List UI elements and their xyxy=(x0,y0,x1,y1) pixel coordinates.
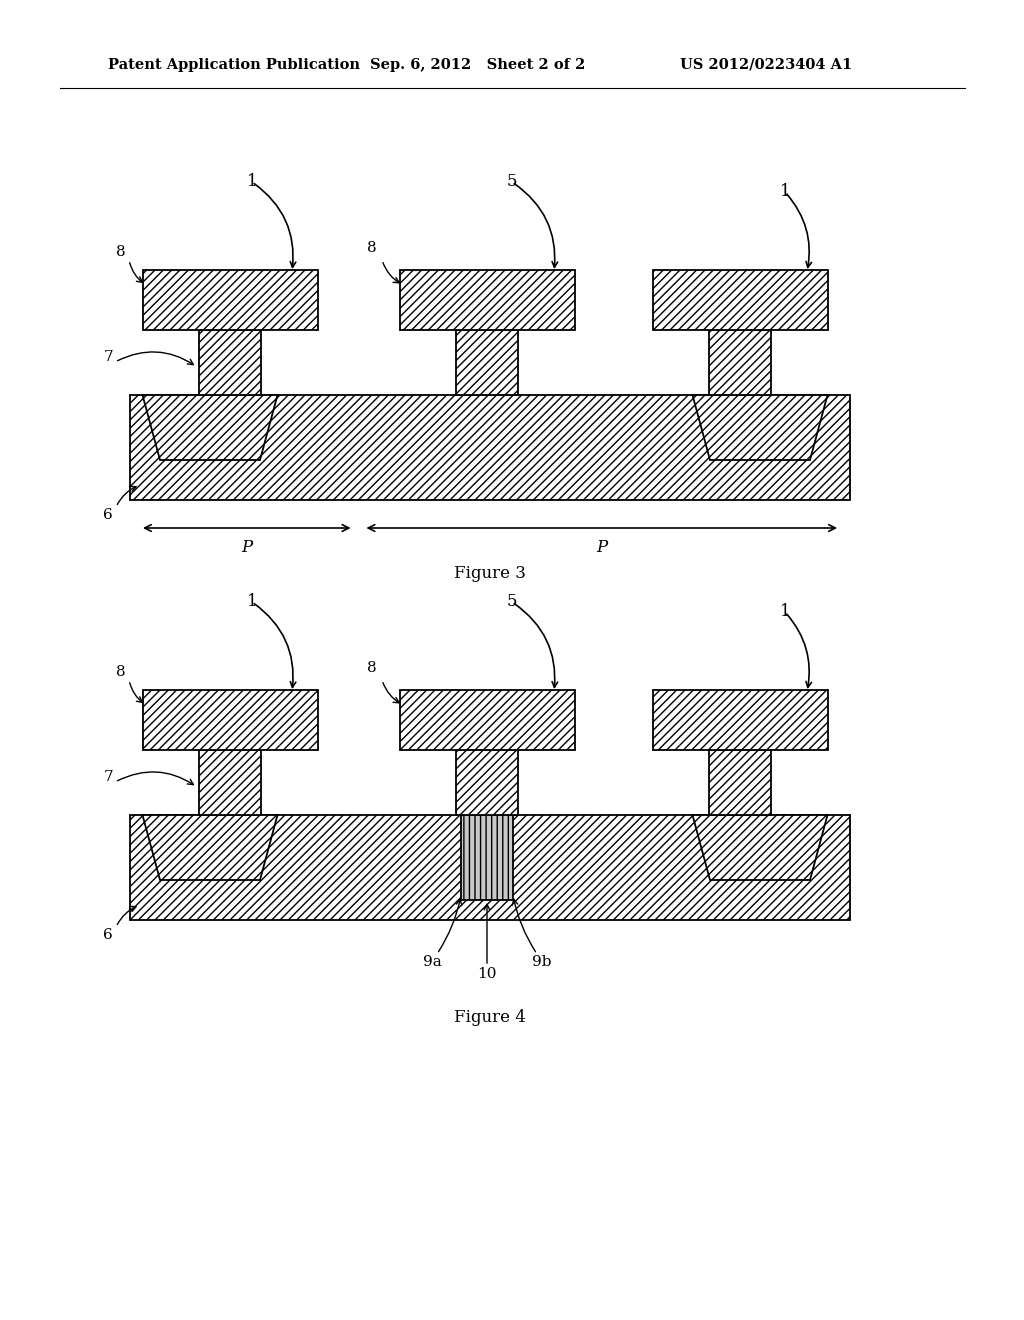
Polygon shape xyxy=(692,814,827,880)
Text: 6: 6 xyxy=(103,508,113,521)
Text: 1: 1 xyxy=(247,173,257,190)
Text: 1: 1 xyxy=(247,594,257,610)
Bar xyxy=(143,690,318,750)
Bar xyxy=(709,330,771,395)
Text: Patent Application Publication: Patent Application Publication xyxy=(108,58,360,73)
Text: US 2012/0223404 A1: US 2012/0223404 A1 xyxy=(680,58,852,73)
Text: 10: 10 xyxy=(477,968,497,981)
Text: Sep. 6, 2012   Sheet 2 of 2: Sep. 6, 2012 Sheet 2 of 2 xyxy=(370,58,586,73)
Text: 5: 5 xyxy=(507,173,517,190)
Text: 8: 8 xyxy=(116,246,126,259)
Text: 6: 6 xyxy=(103,928,113,942)
Text: 1: 1 xyxy=(779,183,791,201)
Bar xyxy=(400,271,575,330)
Bar xyxy=(709,750,771,814)
Text: P: P xyxy=(242,540,252,557)
Polygon shape xyxy=(692,395,827,459)
Bar xyxy=(456,750,518,814)
Text: 5: 5 xyxy=(507,594,517,610)
Bar xyxy=(130,814,850,920)
Text: Figure 3: Figure 3 xyxy=(454,565,526,582)
Bar xyxy=(653,690,828,750)
Text: 1: 1 xyxy=(779,603,791,620)
Polygon shape xyxy=(142,395,278,459)
Polygon shape xyxy=(142,814,278,880)
Text: 7: 7 xyxy=(103,770,113,784)
Text: 9a: 9a xyxy=(423,954,441,969)
Text: P: P xyxy=(596,540,607,557)
Text: 8: 8 xyxy=(368,661,377,675)
Bar xyxy=(456,330,518,395)
Bar xyxy=(143,271,318,330)
Bar xyxy=(400,690,575,750)
Text: 9b: 9b xyxy=(532,954,552,969)
Bar xyxy=(130,395,850,500)
Text: 8: 8 xyxy=(116,665,126,678)
Bar xyxy=(199,330,261,395)
Text: 7: 7 xyxy=(103,350,113,364)
Bar xyxy=(199,750,261,814)
Bar xyxy=(461,814,513,900)
Bar xyxy=(653,271,828,330)
Text: Figure 4: Figure 4 xyxy=(454,1008,526,1026)
Text: 8: 8 xyxy=(368,242,377,255)
